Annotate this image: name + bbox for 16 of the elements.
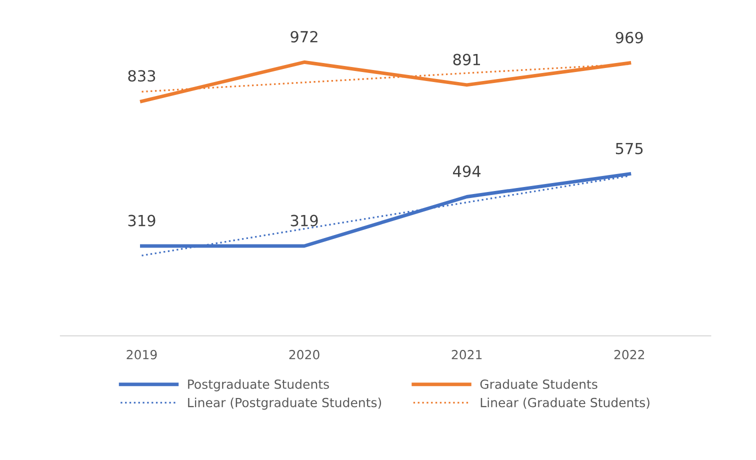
x-tick-label: 2019 bbox=[126, 350, 157, 360]
legend-label: Linear (Postgraduate Students) bbox=[188, 398, 382, 410]
legend-label: Postgraduate Students bbox=[188, 379, 329, 392]
x-tick-label: 2022 bbox=[614, 350, 644, 360]
x-tick-label: 2020 bbox=[289, 350, 320, 360]
data-label: 319 bbox=[128, 214, 156, 226]
data-label: 575 bbox=[616, 142, 643, 154]
data-label: 494 bbox=[452, 166, 481, 178]
legend-label: Graduate Students bbox=[480, 379, 598, 389]
data-label: 972 bbox=[290, 30, 318, 43]
data-label: 833 bbox=[128, 70, 156, 82]
legend-label: Linear (Graduate Students) bbox=[480, 398, 650, 409]
data-label: 319 bbox=[290, 214, 318, 226]
data-label: 891 bbox=[453, 54, 480, 66]
data-label: 969 bbox=[616, 32, 643, 44]
x-tick-label: 2021 bbox=[452, 350, 482, 360]
